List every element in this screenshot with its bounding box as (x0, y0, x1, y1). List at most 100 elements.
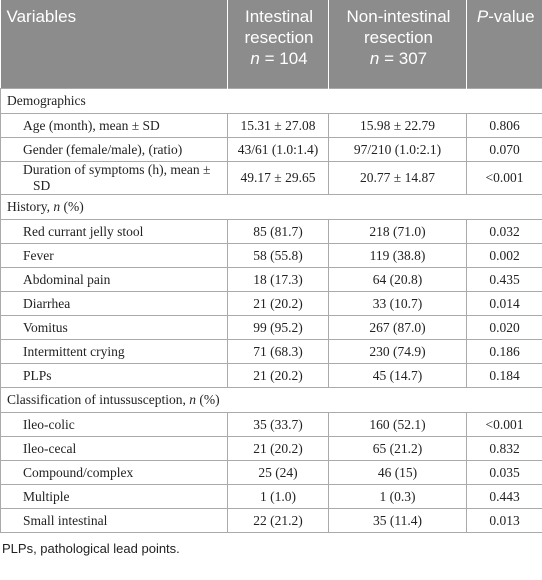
row-label: Red currant jelly stool (0, 219, 228, 244)
data-row: Red currant jelly stool 85 (81.7) 218 (71.… (0, 219, 542, 244)
header-cell: P-value (466, 0, 542, 89)
cell-value: 0.832 (466, 436, 542, 461)
data-row: Vomitus 99 (95.2) 267 (87.0) 0.020 (0, 315, 542, 340)
cell-value: 99 (95.2) (227, 315, 329, 340)
data-row: Multiple 1 (1.0) 1 (0.3) 0.443 (0, 484, 542, 509)
cell-value: <0.001 (466, 412, 542, 437)
cell-value: 97/210 (1.0:2.1) (328, 137, 467, 162)
data-row: Age (month), mean ± SD 15.31 ± 27.08 15.98… (0, 113, 542, 138)
header-line: n = 307 (335, 48, 462, 69)
table-body: Demographics Age (month), mean ± SD 15.31 … (0, 88, 542, 533)
section-title: Demographics (0, 88, 542, 114)
cell-value: 0.032 (466, 219, 542, 244)
cell-value: 0.014 (466, 291, 542, 316)
data-row: Small intestinal 22 (21.2) 35 (11.4) 0.013 (0, 508, 542, 533)
text-segment: Demographics (7, 93, 86, 108)
row-label: PLPs (0, 363, 228, 388)
text-segment: Intestinal (244, 7, 314, 26)
row-label: Compound/complex (0, 460, 228, 485)
cell-value: 230 (74.9) (328, 339, 467, 364)
text-segment: n (250, 49, 260, 68)
header-line: Non-intestinal (335, 6, 462, 27)
cell-value: <0.001 (466, 161, 542, 195)
row-label: Small intestinal (0, 508, 228, 533)
row-label: Duration of symptoms (h), mean ± SD (0, 161, 228, 195)
cell-value: 0.002 (466, 243, 542, 268)
cell-value: 35 (11.4) (328, 508, 467, 533)
header-line: resection (234, 27, 324, 48)
cell-value: 71 (68.3) (227, 339, 329, 364)
text-segment: = 104 (259, 49, 308, 68)
text-segment: = 307 (379, 49, 428, 68)
header-line: Intestinal (234, 6, 324, 27)
row-label: Ileo-colic (0, 412, 228, 437)
text-segment: History, (7, 199, 54, 214)
cell-value: 0.070 (466, 137, 542, 162)
cell-value: 45 (14.7) (328, 363, 467, 388)
header-cell: Intestinal resection n = 104 (227, 0, 329, 89)
text-segment: Variables (6, 7, 77, 26)
cell-value: 0.020 (466, 315, 542, 340)
cell-value: 1 (0.3) (328, 484, 467, 509)
section-title: Classification of intussusception, n (%) (0, 387, 542, 413)
cell-value: 65 (21.2) (328, 436, 467, 461)
cell-value: 21 (20.2) (227, 363, 329, 388)
row-label: Gender (female/male), (ratio) (0, 137, 228, 162)
row-label: Fever (0, 243, 228, 268)
text-segment: (%) (195, 392, 220, 407)
cell-value: 85 (81.7) (227, 219, 329, 244)
text-segment: (%) (60, 199, 84, 214)
row-label: Multiple (0, 484, 228, 509)
header-line: Variables (7, 6, 224, 27)
cell-value: 18 (17.3) (227, 267, 329, 292)
data-row: Fever 58 (55.8) 119 (38.8) 0.002 (0, 243, 542, 268)
row-label: Diarrhea (0, 291, 228, 316)
row-label: Vomitus (0, 315, 228, 340)
data-row: Ileo-colic 35 (33.7) 160 (52.1) <0.001 (0, 412, 542, 437)
cell-value: 0.184 (466, 363, 542, 388)
cell-value: 25 (24) (227, 460, 329, 485)
cell-value: 0.035 (466, 460, 542, 485)
text-segment: resection (244, 28, 314, 47)
page: Variables Intestinal resection n = 104 Non-i… (0, 0, 542, 556)
header-line: resection (335, 27, 462, 48)
cell-value: 218 (71.0) (328, 219, 467, 244)
cell-value: 1 (1.0) (227, 484, 329, 509)
section-row: Classification of intussusception, n (%) (0, 387, 542, 413)
cell-value: 0.443 (466, 484, 542, 509)
cell-value: 0.186 (466, 339, 542, 364)
cell-value: 35 (33.7) (227, 412, 329, 437)
data-row: Abdominal pain 18 (17.3) 64 (20.8) 0.435 (0, 267, 542, 292)
text-segment: resection (364, 28, 433, 47)
data-row: Ileo-cecal 21 (20.2) 65 (21.2) 0.832 (0, 436, 542, 461)
row-label: Intermittent crying (0, 339, 228, 364)
cell-value: 46 (15) (328, 460, 467, 485)
cell-value: 58 (55.8) (227, 243, 329, 268)
cell-value: 43/61 (1.0:1.4) (227, 137, 329, 162)
text-segment: Non-intestinal (346, 7, 451, 26)
data-row: Gender (female/male), (ratio) 43/61 (1.0:… (0, 137, 542, 162)
row-label: Ileo-cecal (0, 436, 228, 461)
row-label: Age (month), mean ± SD (0, 113, 228, 138)
data-row: Compound/complex 25 (24) 46 (15) 0.035 (0, 460, 542, 485)
text-segment: P (476, 7, 489, 26)
cell-value: 267 (87.0) (328, 315, 467, 340)
row-label: Abdominal pain (0, 267, 228, 292)
text-segment: n (189, 392, 196, 407)
section-title: History, n (%) (0, 194, 542, 220)
data-table: Variables Intestinal resection n = 104 Non-i… (0, 0, 542, 533)
data-row: Diarrhea 21 (20.2) 33 (10.7) 0.014 (0, 291, 542, 316)
header-row: Variables Intestinal resection n = 104 Non-i… (0, 0, 542, 89)
cell-value: 21 (20.2) (227, 436, 329, 461)
cell-value: 119 (38.8) (328, 243, 467, 268)
cell-value: 33 (10.7) (328, 291, 467, 316)
text-segment: n (369, 49, 380, 68)
text-segment: -value (488, 7, 535, 26)
cell-value: 0.013 (466, 508, 542, 533)
cell-value: 15.31 ± 27.08 (227, 113, 329, 138)
data-row: Duration of symptoms (h), mean ± SD 49.17… (0, 161, 542, 195)
cell-value: 21 (20.2) (227, 291, 329, 316)
data-row: PLPs 21 (20.2) 45 (14.7) 0.184 (0, 363, 542, 388)
section-row: Demographics (0, 88, 542, 114)
cell-value: 15.98 ± 22.79 (328, 113, 467, 138)
